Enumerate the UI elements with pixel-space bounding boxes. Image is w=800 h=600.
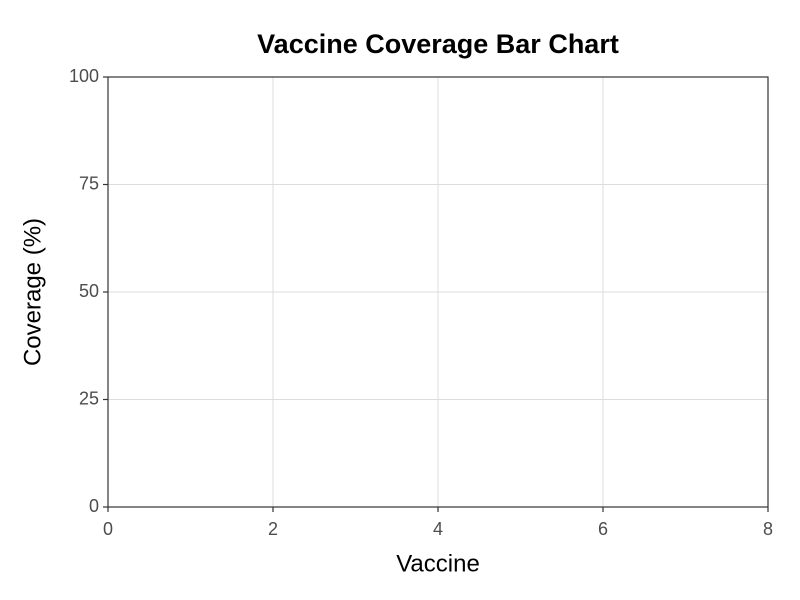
y-tick-label: 75 — [79, 173, 99, 193]
x-tick-label: 2 — [268, 519, 278, 539]
y-tick-label: 25 — [79, 388, 99, 408]
y-tick-label: 50 — [79, 281, 99, 301]
y-tick-label: 0 — [89, 496, 99, 516]
x-tick-label: 4 — [433, 519, 443, 539]
x-axis-title: Vaccine — [396, 550, 480, 577]
y-tick-label: 100 — [69, 66, 99, 86]
x-tick-label: 8 — [763, 519, 773, 539]
x-tick-label: 0 — [103, 519, 113, 539]
chart-title: Vaccine Coverage Bar Chart — [257, 29, 619, 59]
y-axis-title: Coverage (%) — [19, 218, 46, 366]
ticks: 0 25 50 75 100 0 2 4 6 8 — [69, 66, 773, 539]
x-tick-label: 6 — [598, 519, 608, 539]
